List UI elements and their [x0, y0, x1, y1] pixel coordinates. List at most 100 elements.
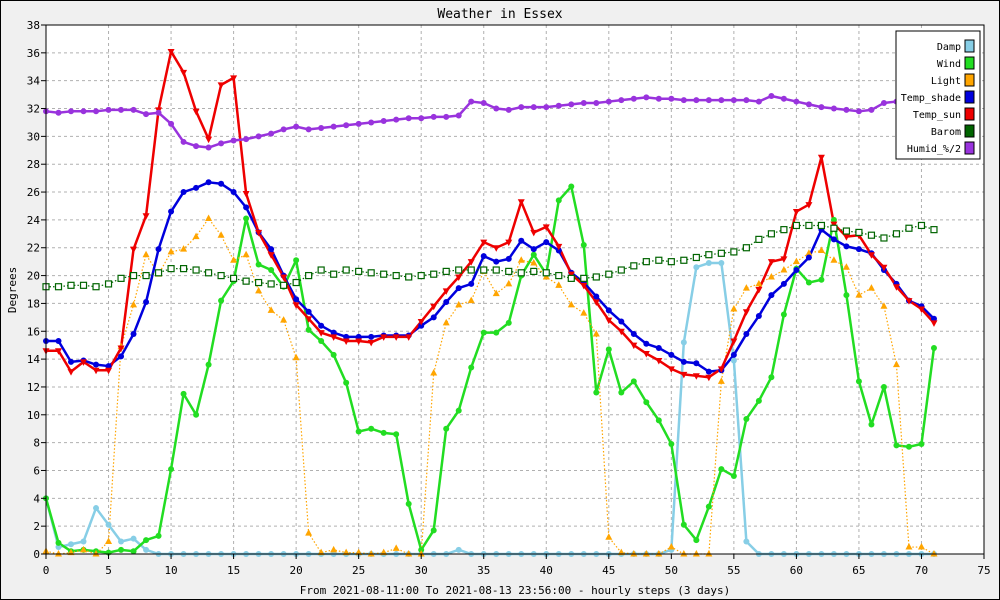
humid-2-point [630, 95, 637, 102]
wind-point [55, 539, 62, 546]
light-point [267, 306, 275, 313]
wind-point [755, 397, 762, 404]
barom-point [742, 244, 750, 252]
barom-point [867, 231, 876, 239]
temp-shade-point [793, 267, 800, 274]
barom-markers [42, 221, 938, 291]
humid-2-point [418, 115, 425, 122]
temp-shade-point [230, 189, 237, 196]
humid-2-point [405, 115, 412, 122]
temp-shade-point [630, 331, 637, 338]
barom-point [755, 235, 763, 243]
wind-point [918, 441, 925, 448]
humid-2-point [218, 140, 225, 147]
damp-point [743, 538, 750, 545]
light-point [355, 548, 363, 556]
legend-label-temp-shade: Temp_shade [901, 93, 961, 104]
temp-sun-point [592, 299, 600, 307]
wind-point [855, 378, 862, 385]
humid-2-point [818, 104, 825, 111]
temp-shade-point [605, 307, 612, 314]
barom-point [480, 266, 488, 274]
temp-shade-point [680, 358, 687, 365]
wind-point [305, 326, 312, 333]
temp-sun-point [467, 259, 475, 266]
damp-point [693, 264, 700, 271]
humid-2-point [880, 99, 887, 106]
temp-shade-point [930, 315, 937, 322]
temp-sun-point [417, 319, 425, 326]
y-tick-label: 6 [33, 464, 40, 477]
temp-sun-point [892, 284, 900, 291]
barom-point [292, 278, 300, 287]
wind-point [193, 411, 200, 418]
barom-point [442, 267, 450, 276]
temp-sun-point [630, 342, 638, 350]
temp-shade-point [643, 340, 650, 347]
light-point [805, 249, 813, 256]
temp-sun-point [517, 199, 525, 206]
temp-shade-point [543, 239, 550, 246]
barom-point [567, 274, 575, 282]
wind-point [468, 364, 475, 371]
damp-point [93, 505, 100, 512]
barom-point [355, 267, 363, 276]
temp-shade-point [55, 338, 62, 345]
light-markers [42, 214, 938, 557]
light-point [55, 550, 63, 557]
light-point [567, 300, 575, 308]
humid-2-point [618, 97, 625, 104]
temp-sun-point [505, 239, 513, 247]
humid-2-point [780, 95, 787, 102]
legend: Damp Wind Light Temp_shade Temp_sun Barom Humi… [895, 30, 981, 160]
barom-point [805, 221, 813, 230]
temp-sun-point [905, 298, 913, 305]
temp-sun-point [930, 320, 938, 327]
light-point [280, 316, 288, 323]
temp-shade-point [180, 189, 187, 196]
light-point [842, 263, 850, 270]
temp-shade-point [743, 331, 750, 338]
damp-point [80, 538, 87, 545]
x-tick-label: 55 [727, 564, 740, 577]
x-tick-label: 25 [352, 564, 365, 577]
y-tick-label: 32 [27, 103, 40, 116]
temp-shade-point [168, 208, 175, 215]
barom-point [917, 221, 926, 230]
wind-point [180, 390, 187, 397]
temp-sun-point [655, 357, 663, 365]
barom-point [255, 278, 263, 287]
wind-point [168, 466, 175, 473]
light-point [730, 304, 738, 312]
light-point [605, 533, 613, 540]
barom-point [655, 256, 663, 264]
temp-shade-point [593, 293, 600, 300]
barom-point [605, 270, 613, 278]
x-tick-label: 70 [915, 564, 928, 577]
temp-sun-point [780, 256, 788, 263]
humid-2-point [155, 109, 162, 116]
light-point [292, 353, 300, 361]
wind-point [843, 292, 850, 299]
light-point [217, 231, 225, 238]
light-point [505, 279, 513, 287]
humid-2-point [518, 104, 525, 111]
temp-shade-point [455, 285, 462, 292]
wind-point [330, 351, 337, 358]
barom-point [505, 267, 513, 276]
x-tick-label: 10 [164, 564, 177, 577]
barom-point [392, 271, 400, 280]
temp-sun-point [305, 316, 313, 323]
x-tick-label: 35 [477, 564, 490, 577]
temp-shade-point [343, 333, 350, 340]
humid-2-point [793, 98, 800, 105]
light-point [105, 537, 113, 544]
barom-point [930, 226, 938, 234]
wind-point [530, 251, 537, 258]
x-tick-label: 5 [105, 564, 112, 577]
x-tick-label: 65 [852, 564, 865, 577]
damp-point [718, 260, 725, 267]
wind-point [130, 548, 137, 555]
legend-label-wind: Wind [937, 59, 961, 70]
light-point [367, 550, 375, 557]
